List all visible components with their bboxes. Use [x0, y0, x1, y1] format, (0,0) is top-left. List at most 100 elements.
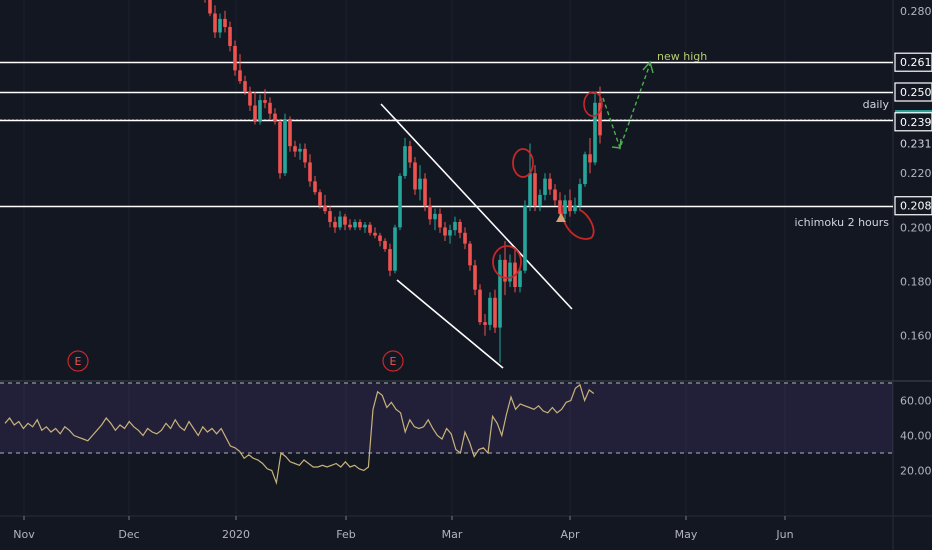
candle-body	[523, 205, 527, 271]
candle-body	[553, 189, 557, 201]
earnings-label: E	[75, 355, 82, 368]
candle-body	[428, 205, 432, 220]
annotation-label: daily	[863, 98, 890, 111]
candle-body	[538, 194, 542, 206]
circle-mark	[512, 148, 534, 178]
candle-body	[298, 148, 302, 152]
price-tag	[894, 196, 932, 216]
circle-mark	[492, 245, 522, 279]
candle-body	[268, 102, 272, 114]
rsi-tick-label: 40.00	[900, 430, 932, 443]
price-tag-label: 0.239	[900, 116, 932, 129]
candle-body	[313, 181, 317, 193]
candle-body	[378, 235, 382, 241]
earnings-icon	[382, 350, 404, 372]
candle-body	[438, 213, 442, 228]
price-tag-label: 0.208	[900, 200, 932, 213]
y-tick-label: 0.220	[900, 167, 932, 180]
candle-body	[593, 102, 597, 163]
x-tick-label: Jun	[775, 528, 793, 541]
candle-body	[408, 146, 412, 163]
candle-body	[348, 224, 352, 228]
annotations: new high daily ichimoku 2 hours E E	[67, 50, 890, 372]
annotation-label: new high	[657, 50, 707, 63]
y-tick-label: 0.280	[900, 5, 932, 18]
candle-body	[488, 297, 492, 325]
candle-body	[563, 200, 567, 214]
price-axis[interactable]: 0.1600.1800.2000.2200.2800.2610.2500.240…	[894, 5, 932, 478]
candle-body	[393, 227, 397, 271]
candle-body	[448, 230, 452, 236]
candle-body	[288, 119, 292, 147]
candle-body	[508, 262, 512, 282]
candle-body	[228, 27, 232, 46]
x-tick-label: Dec	[118, 528, 139, 541]
candle-body	[278, 121, 282, 174]
earnings-label: E	[390, 355, 397, 368]
candle-body	[383, 240, 387, 250]
candle-body	[458, 221, 462, 233]
candle-body	[568, 200, 572, 212]
candlestick-series	[204, 0, 602, 363]
time-axis[interactable]: Nov Dec 2020 Feb Mar Apr May Jun	[13, 516, 794, 541]
candle-body	[533, 173, 537, 206]
channel-upper-line	[380, 103, 573, 310]
candle-body	[273, 113, 277, 122]
candle-body	[503, 259, 507, 282]
price-tag-label: 0.250	[900, 86, 932, 99]
candle-body	[483, 322, 487, 325]
candle-body	[423, 178, 427, 206]
candle-body	[208, 0, 212, 14]
candle-body	[318, 192, 322, 206]
candle-body	[218, 18, 222, 33]
candle-body	[528, 173, 532, 206]
rsi-panel	[0, 382, 893, 486]
earnings-icon	[67, 350, 89, 372]
candle-body	[468, 243, 472, 266]
candle-body	[338, 216, 342, 228]
x-tick-label: 2020	[222, 528, 250, 541]
horizontal-levels	[0, 61, 893, 208]
candle-body	[388, 249, 392, 271]
x-tick-label: Nov	[13, 528, 35, 541]
trend-drawings	[380, 103, 573, 369]
candle-body	[443, 227, 447, 236]
y-tick-label: 0.160	[900, 330, 932, 343]
candle-body	[588, 154, 592, 163]
rsi-tick-label: 20.00	[900, 465, 932, 478]
candle-body	[578, 184, 582, 206]
candle-body	[238, 70, 242, 82]
arrow-head	[642, 60, 654, 74]
candle-body	[258, 100, 262, 122]
candle-body	[233, 45, 237, 71]
candle-body	[223, 18, 227, 28]
candle-body	[583, 154, 587, 185]
candle-body	[363, 224, 367, 228]
candle-body	[463, 232, 467, 244]
channel-lower-line	[396, 279, 504, 369]
candle-body	[248, 92, 252, 106]
candle-body	[243, 81, 247, 92]
rsi-band	[0, 383, 893, 453]
candle-body	[343, 216, 347, 225]
price-tag	[894, 82, 932, 102]
candle-body	[543, 178, 547, 195]
candle-body	[478, 289, 482, 323]
candle-body	[403, 146, 407, 176]
candle-body	[453, 221, 457, 231]
y-tick-label: 0.200	[900, 221, 932, 234]
candle-body	[353, 221, 357, 228]
price-label: 0.231	[900, 137, 932, 150]
candle-body	[213, 13, 217, 33]
candle-body	[413, 162, 417, 190]
rsi-line	[4, 383, 595, 486]
candle-body	[518, 270, 522, 287]
y-tick-label: 0.180	[900, 276, 932, 289]
candle-body	[398, 175, 402, 228]
x-tick-label: Apr	[560, 528, 580, 541]
candle-body	[358, 221, 362, 228]
rsi-tick-label: 60.00	[900, 395, 932, 408]
candle-body	[498, 259, 502, 328]
